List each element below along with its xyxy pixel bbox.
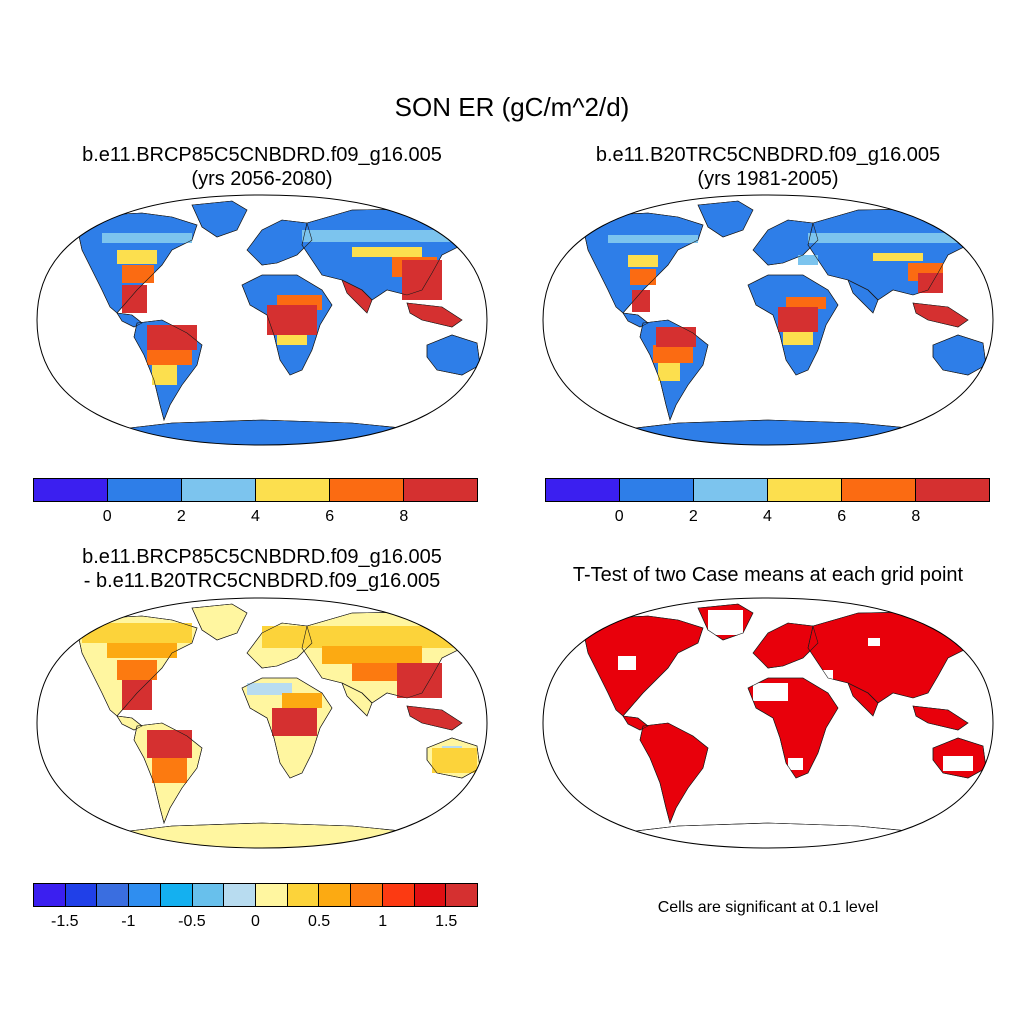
colorbar-difference-swatch (65, 884, 98, 906)
colorbar-present-tick-label: 4 (763, 508, 772, 525)
colorbar-difference-swatch (192, 884, 225, 906)
panel-title-present-years: (yrs 1981-2005) (697, 168, 839, 190)
colorbar-difference-tick-label: 0.5 (307, 913, 331, 930)
colorbar-future-swatch (108, 479, 182, 501)
colorbar-future-swatch (34, 479, 108, 501)
colorbar-difference-tick-label: -1 (121, 913, 136, 930)
colorbar-future-tick-label: 2 (176, 508, 186, 525)
colorbar-present-swatch (620, 479, 694, 501)
colorbar-difference-swatch (160, 884, 193, 906)
colorbar-difference-swatch (97, 884, 130, 906)
panel-title-difference-case-b: - b.e11.B20TRC5CNBDRD.f09_g16.005 (83, 570, 441, 592)
map-ttest (542, 597, 994, 849)
panel-title-future: b.e11.BRCP85C5CNBDRD.f09_g16.005 (yrs 20… (22, 143, 502, 191)
panel-title-future-case: b.e11.BRCP85C5CNBDRD.f09_g16.005 (82, 144, 442, 166)
colorbar-difference-swatch (224, 884, 257, 906)
colorbar-future-tick-label: 0 (102, 508, 112, 525)
colorbar-present-swatch (842, 479, 916, 501)
panel-title-difference-case-a: b.e11.BRCP85C5CNBDRD.f09_g16.005 (82, 546, 442, 568)
map-difference (36, 597, 488, 849)
colorbar-difference-tick-label: 1 (378, 913, 388, 930)
panel-title-present: b.e11.B20TRC5CNBDRD.f09_g16.005 (yrs 198… (528, 143, 1008, 191)
colorbar-difference-swatch (129, 884, 161, 906)
colorbar-present-tick-label: 6 (837, 508, 847, 525)
colorbar-future-swatch (256, 479, 330, 501)
colorbar-present-tick-label: 8 (911, 508, 921, 525)
colorbar-future-swatch (330, 479, 404, 501)
colorbar-difference-swatch (446, 884, 478, 906)
panel-title-future-years: (yrs 2056-2080) (191, 168, 333, 190)
colorbar-difference-swatch (256, 884, 288, 906)
colorbar-difference-tick-label: -1.5 (50, 913, 79, 930)
colorbar-difference (33, 883, 478, 907)
map-present (542, 194, 994, 446)
colorbar-present-swatch (768, 479, 842, 501)
figure-title: SON ER (gC/m^2/d) (394, 92, 630, 122)
colorbar-present-swatch (916, 479, 989, 501)
colorbar-future-swatch (404, 479, 477, 501)
colorbar-future (33, 478, 478, 502)
colorbar-difference-swatch (414, 884, 447, 906)
map-future (36, 194, 488, 446)
colorbar-difference-swatch (287, 884, 320, 906)
colorbar-present-swatch (694, 479, 768, 501)
colorbar-present (545, 478, 990, 502)
colorbar-future-tick-label: 6 (325, 508, 335, 525)
panel-title-difference: b.e11.BRCP85C5CNBDRD.f09_g16.005 - b.e11… (22, 545, 502, 593)
panel-title-present-case: b.e11.B20TRC5CNBDRD.f09_g16.005 (595, 144, 941, 166)
colorbar-present-tick-label: 2 (688, 508, 698, 525)
colorbar-difference-tick-label: 1.5 (435, 913, 458, 930)
colorbar-future-tick-label: 4 (251, 508, 260, 525)
colorbar-difference-swatch (319, 884, 352, 906)
panel-title-ttest: T-Test of two Case means at each grid po… (572, 564, 964, 586)
significance-note: Cells are significant at 0.1 level (657, 899, 879, 916)
colorbar-future-swatch (182, 479, 256, 501)
colorbar-difference-swatch (34, 884, 66, 906)
colorbar-difference-swatch (382, 884, 415, 906)
colorbar-future-tick-label: 8 (399, 508, 409, 525)
colorbar-difference-swatch (351, 884, 383, 906)
colorbar-difference-tick-label: 0 (251, 913, 260, 930)
colorbar-present-tick-label: 0 (614, 508, 624, 525)
colorbar-present-swatch (546, 479, 620, 501)
colorbar-difference-tick-label: -0.5 (178, 913, 206, 930)
